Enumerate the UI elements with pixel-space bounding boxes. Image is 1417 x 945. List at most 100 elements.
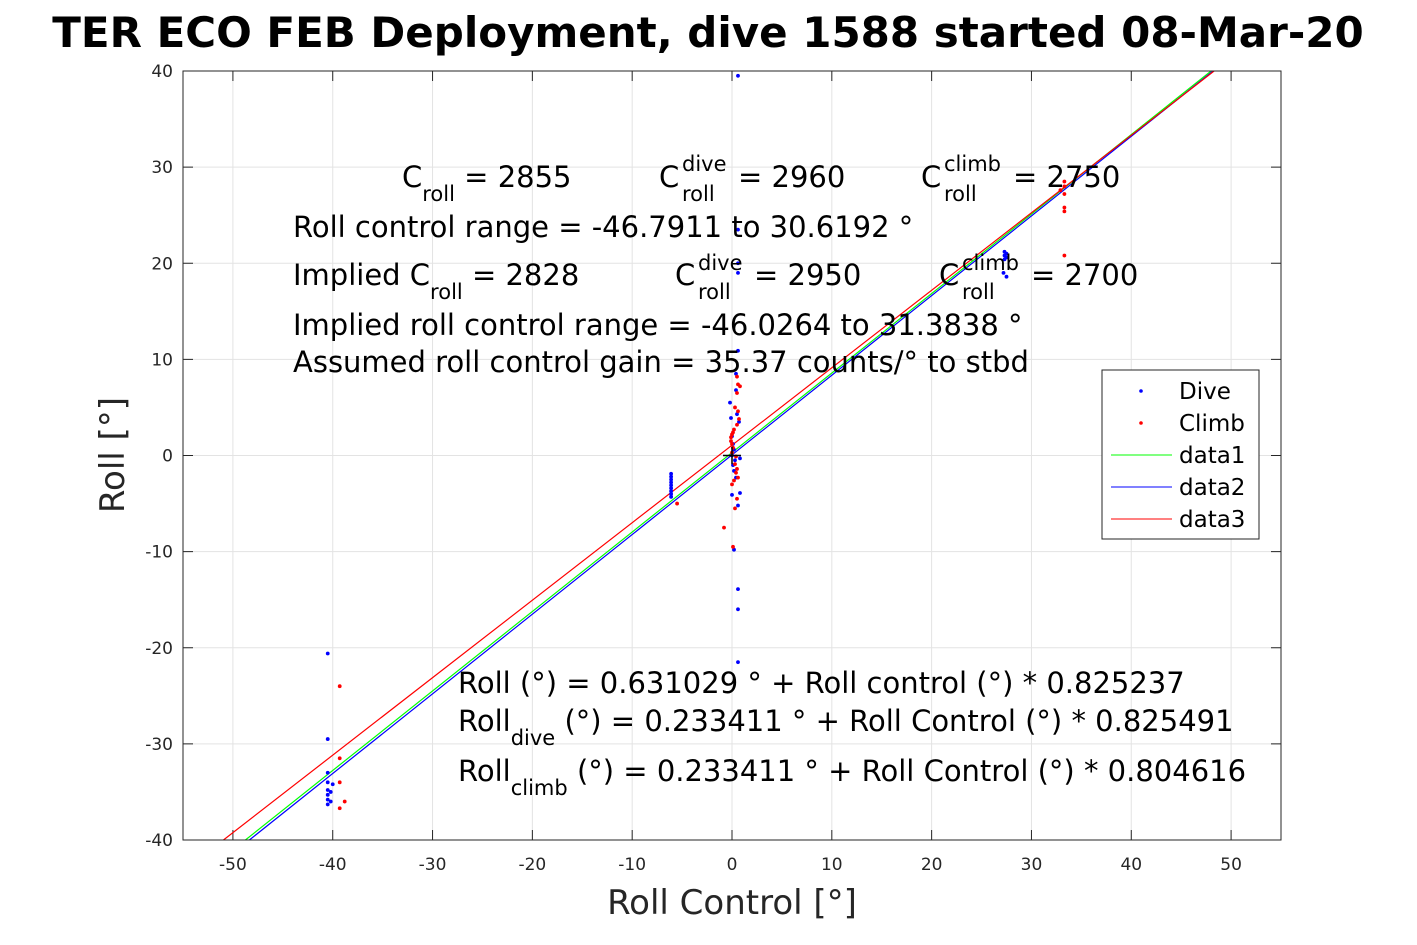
y-tick-label: -20 [145,639,173,659]
y-tick-label: -30 [145,735,173,755]
dive-point [736,660,740,665]
implied-c-dive-sub: roll [698,280,731,304]
dive-point [736,587,740,592]
implied-c-dive-value: = 2950 [754,258,861,292]
dive-point [732,547,736,552]
dive-point [669,474,674,479]
dive-point [328,799,333,804]
x-tick-label: 20 [921,855,943,875]
implied-c-roll-annotation: Implied Croll = 2828 [293,258,579,304]
dive-point [733,458,737,463]
x-tick-label: -20 [518,855,546,875]
y-axis-label: Roll [°] [93,397,133,513]
climb-point [342,799,347,804]
dive-point [325,780,330,785]
climb-point [1062,179,1067,184]
climb-point [735,496,739,501]
climb-point [735,422,739,427]
x-tick-label: -40 [319,855,347,875]
climb-point [730,432,734,437]
x-axis-ticks: -50 -40 -30 -20 -10 0 10 20 30 40 50 [219,71,1242,875]
legend-data3-label: data3 [1179,507,1245,533]
x-axis-label: Roll Control [°] [607,883,857,923]
implied-c-dive-sup: dive [698,251,743,275]
climb-point [729,439,733,443]
y-tick-label: -40 [145,831,173,851]
x-tick-label: -10 [618,855,646,875]
dive-point [669,483,674,488]
c-roll-annotation: Croll = 2855 [402,160,572,206]
dive-point [734,371,738,376]
climb-point [735,374,739,379]
dive-point [325,737,330,741]
c-roll-climb-annotation: C [921,160,941,194]
c-roll-dive-annotation: C [659,160,679,194]
y-tick-label: -10 [145,543,173,563]
dive-point [736,348,740,353]
dive-point [669,471,674,476]
legend-dive-marker [1139,389,1143,393]
dive-point [736,270,740,275]
legend-climb-label: Climb [1179,411,1245,437]
x-tick-label: 0 [727,855,738,875]
x-tick-label: 10 [821,855,843,875]
legend-dive-label: Dive [1179,379,1231,405]
y-tick-label: 30 [151,158,173,178]
c-roll-climb-sup: climb [944,152,1001,176]
implied-c-climb-sup: climb [962,251,1019,275]
dive-point [669,494,674,499]
data-points [325,73,1067,811]
climb-point [729,435,733,440]
climb-point [337,806,342,811]
climb-point [734,470,738,475]
c-roll-dive-value: = 2960 [738,160,845,194]
dive-point [325,802,330,807]
assumed-gain: Assumed roll control gain = 35.37 counts… [293,345,1029,379]
climb-point [735,391,739,395]
climb-point [732,427,736,432]
legend: Dive Climb data1 data2 data3 [1101,369,1260,540]
dive-point [738,491,742,495]
climb-point [730,442,734,446]
dive-point [1001,270,1006,275]
dive-point [669,477,674,482]
climb-point [738,384,742,389]
dive-point [1004,251,1009,256]
dive-point [328,790,333,794]
dive-point [730,493,734,497]
chart-title: TER ECO FEB Deployment, dive 1588 starte… [52,8,1363,57]
dive-point [729,416,733,420]
dive-point [325,797,330,802]
climb-point [736,475,740,480]
fit-climb-annotation: Rollclimb (°) = 0.233411 ° + Roll Contro… [458,754,1246,800]
x-tick-label: 40 [1120,855,1142,875]
climb-point [731,544,735,549]
axes-box [182,70,1282,841]
climb-point [1062,253,1067,258]
y-tick-label: 20 [151,254,173,274]
implied-roll-control-range: Implied roll control range = -46.0264 to… [293,308,1023,342]
dive-point [736,261,740,266]
dive-point [737,419,741,424]
c-roll-dive-sup: dive [682,152,727,176]
dive-point [738,456,742,461]
dive-point [669,492,674,496]
c-roll-climb-value: = 2750 [1013,160,1120,194]
climb-point [733,462,737,467]
implied-c-climb-annotation: C [939,258,959,292]
legend-data1-label: data1 [1179,443,1245,469]
y-axis-ticks: -40 -30 -20 -10 0 10 20 30 40 [145,62,1281,851]
dive-point [728,400,732,405]
dive-point [325,651,330,656]
dive-point [736,503,740,508]
roll-control-range: Roll control range = -46.7911 to 30.6192… [293,210,913,244]
climb-point [732,478,736,483]
legend-data2-label: data2 [1179,475,1245,501]
dive-point [325,788,330,792]
dive-point [735,412,739,417]
dive-point [669,489,674,493]
x-tick-label: 50 [1220,855,1242,875]
x-tick-label: -50 [219,855,247,875]
dive-point [325,792,330,797]
implied-c-dive-annotation: C [675,258,695,292]
